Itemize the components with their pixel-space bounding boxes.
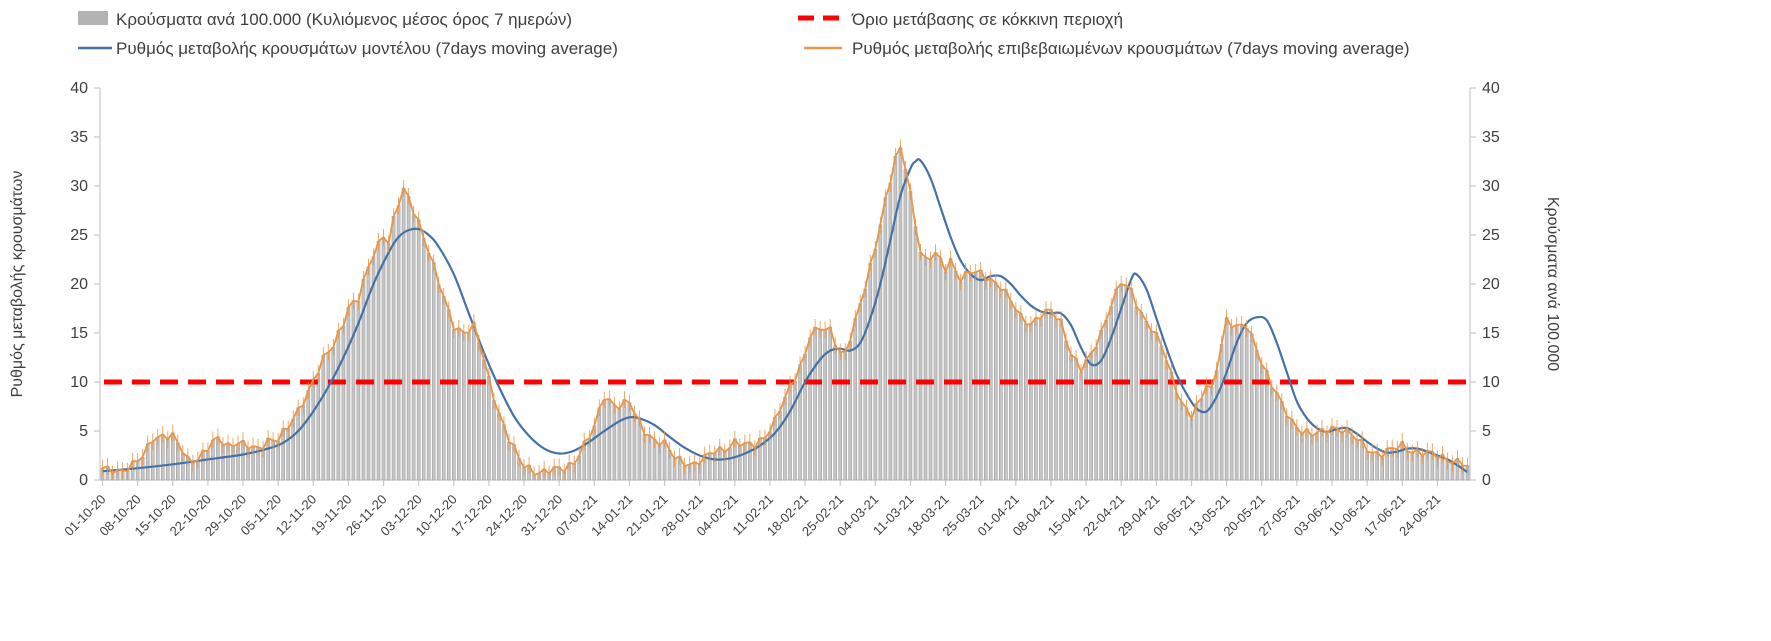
svg-text:10: 10	[70, 374, 88, 391]
svg-text:10: 10	[1482, 374, 1500, 391]
svg-text:30: 30	[70, 178, 88, 195]
model-line	[102, 158, 1469, 474]
svg-text:35: 35	[1482, 129, 1500, 146]
svg-text:15: 15	[1482, 325, 1500, 342]
svg-text:5: 5	[1482, 423, 1491, 440]
svg-text:20: 20	[70, 276, 88, 293]
svg-text:30: 30	[1482, 178, 1500, 195]
svg-text:20: 20	[1482, 276, 1500, 293]
y-axis-right-title: Κρούσματα ανά 100.000	[1544, 197, 1561, 371]
bar-legend-label: Κρούσματα ανά 100.000 (Κυλιόμενος μέσος …	[116, 10, 572, 29]
y-axis-labels: 0 0 5 5 10 10 15 15 20 20 25 25 30 30 35 35 40 40	[70, 80, 1500, 489]
confirmed-line-legend-label: Ρυθμός μεταβολής επιβεβαιωμένων κρουσμάτ…	[852, 39, 1410, 58]
svg-text:0: 0	[79, 472, 88, 489]
svg-text:5: 5	[79, 423, 88, 440]
svg-text:35: 35	[70, 129, 88, 146]
svg-text:15: 15	[70, 325, 88, 342]
svg-text:25: 25	[1482, 227, 1500, 244]
svg-text:0: 0	[1482, 472, 1491, 489]
svg-text:40: 40	[1482, 80, 1500, 97]
y-axis-left-title: Ρυθμός μεταβολής κρουσμάτων	[9, 171, 26, 398]
svg-text:40: 40	[70, 80, 88, 97]
x-axis-labels: 01-10-2008-10-2015-10-2022-10-2029-10-20…	[61, 492, 1443, 539]
confirmed-line	[102, 139, 1468, 480]
bar-legend-swatch	[78, 11, 108, 25]
threshold-legend-label: Όριο μετάβασης σε κόκκινη περιοχή	[851, 10, 1123, 29]
svg-text:25: 25	[70, 227, 88, 244]
bars-series	[100, 147, 1470, 481]
legend: Κρούσματα ανά 100.000 (Κυλιόμενος μέσος …	[78, 10, 1410, 58]
model-line-legend-label: Ρυθμός μεταβολής κρουσμάτων μοντέλου (7d…	[116, 39, 618, 58]
